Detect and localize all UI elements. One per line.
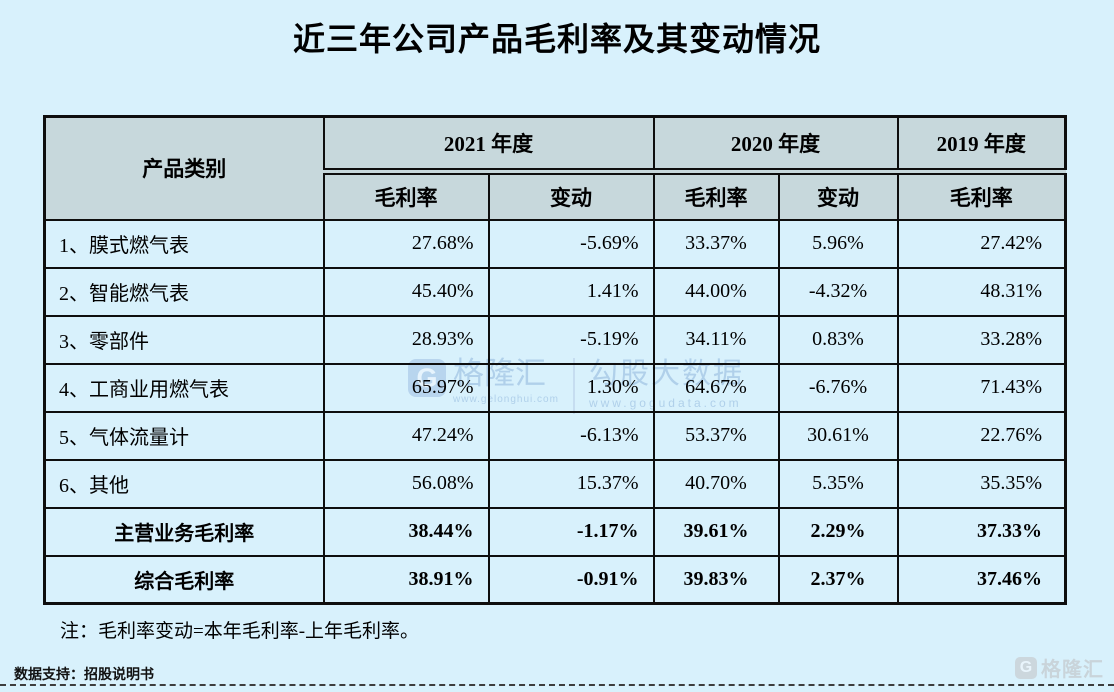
table-row: 2、智能燃气表 45.40% 1.41% 44.00% -4.32% 48.31… <box>43 266 1067 317</box>
cell-2020-margin: 40.70% <box>652 458 780 509</box>
cell-2019-margin: 37.46% <box>896 554 1067 605</box>
product-name-cell: 4、工商业用燃气表 <box>43 362 325 413</box>
gross-margin-table: 产品类别 2021 年度 2020 年度 2019 年度 毛利率 变动 毛利率 … <box>43 115 1067 605</box>
footnote: 注：毛利率变动=本年毛利率-上年毛利率。 <box>60 621 420 642</box>
subheader-2020-change: 变动 <box>777 170 899 221</box>
subheader-2019-margin: 毛利率 <box>896 170 1067 221</box>
cell-2021-change: 1.41% <box>487 266 655 317</box>
cell-2021-change: -1.17% <box>487 506 655 557</box>
data-source-label: 数据支持：招股说明书 <box>14 666 154 682</box>
subheader-2021-change: 变动 <box>487 170 655 221</box>
product-name-cell: 1、膜式燃气表 <box>43 218 325 269</box>
cell-2019-margin: 22.76% <box>896 410 1067 461</box>
year-header-2019: 2019 年度 <box>896 115 1067 175</box>
footer-brand-text: 格隆汇 <box>1041 659 1104 681</box>
cell-2020-change: -4.32% <box>777 266 899 317</box>
cell-2020-change: 2.37% <box>777 554 899 605</box>
cell-2020-change: 5.35% <box>777 458 899 509</box>
cell-2020-change: -6.76% <box>777 362 899 413</box>
gelonghui-footer-logo-icon: G <box>1015 656 1037 679</box>
cell-2020-change: 5.96% <box>777 218 899 269</box>
cell-2020-change: 30.61% <box>777 410 899 461</box>
year-header-2021: 2021 年度 <box>322 115 655 175</box>
cell-2021-margin: 38.91% <box>322 554 490 605</box>
cell-2021-change: -6.13% <box>487 410 655 461</box>
summary-row-main-business: 主营业务毛利率 38.44% -1.17% 39.61% 2.29% 37.33… <box>43 506 1067 557</box>
subheader-2021-margin: 毛利率 <box>322 170 490 221</box>
summary-row-overall: 综合毛利率 38.91% -0.91% 39.83% 2.37% 37.46% <box>43 554 1067 605</box>
summary-label: 综合毛利率 <box>43 554 325 605</box>
cell-2020-margin: 39.83% <box>652 554 780 605</box>
year-header-2020: 2020 年度 <box>652 115 899 175</box>
table-header-year-row: 产品类别 2021 年度 2020 年度 2019 年度 <box>43 115 1067 221</box>
cell-2020-margin: 33.37% <box>652 218 780 269</box>
cell-2019-margin: 71.43% <box>896 362 1067 413</box>
cell-2021-margin: 27.68% <box>322 218 490 269</box>
cell-2021-margin: 65.97% <box>322 362 490 413</box>
cell-2020-margin: 53.37% <box>652 410 780 461</box>
footer-brand: G 格隆汇 <box>1015 653 1104 682</box>
cell-2019-margin: 48.31% <box>896 266 1067 317</box>
cell-2020-change: 0.83% <box>777 314 899 365</box>
cell-2019-margin: 37.33% <box>896 506 1067 557</box>
cell-2021-change: 15.37% <box>487 458 655 509</box>
cell-2021-change: -0.91% <box>487 554 655 605</box>
cell-2021-margin: 28.93% <box>322 314 490 365</box>
summary-label: 主营业务毛利率 <box>43 506 325 557</box>
col-header-product-category: 产品类别 <box>43 115 325 221</box>
product-name-cell: 5、气体流量计 <box>43 410 325 461</box>
cell-2019-margin: 35.35% <box>896 458 1067 509</box>
cell-2020-margin: 64.67% <box>652 362 780 413</box>
cell-2021-margin: 38.44% <box>322 506 490 557</box>
product-name-cell: 2、智能燃气表 <box>43 266 325 317</box>
subheader-2020-margin: 毛利率 <box>652 170 780 221</box>
table-header-sub-row: 毛利率 变动 毛利率 变动 毛利率 <box>45 170 1067 221</box>
cell-2020-change: 2.29% <box>777 506 899 557</box>
cell-2021-change: -5.69% <box>487 218 655 269</box>
cell-2021-margin: 56.08% <box>322 458 490 509</box>
table-row: 5、气体流量计 47.24% -6.13% 53.37% 30.61% 22.7… <box>43 410 1067 461</box>
footer-dashed-line <box>0 684 1114 686</box>
cell-2020-margin: 44.00% <box>652 266 780 317</box>
cell-2021-margin: 47.24% <box>322 410 490 461</box>
cell-2019-margin: 27.42% <box>896 218 1067 269</box>
cell-2021-change: 1.30% <box>487 362 655 413</box>
cell-2020-margin: 34.11% <box>652 314 780 365</box>
table-row: 6、其他 56.08% 15.37% 40.70% 5.35% 35.35% <box>43 458 1067 509</box>
product-name-cell: 3、零部件 <box>43 314 325 365</box>
cell-2021-margin: 45.40% <box>322 266 490 317</box>
table-row: 4、工商业用燃气表 65.97% 1.30% 64.67% -6.76% 71.… <box>43 362 1067 413</box>
product-name-cell: 6、其他 <box>43 458 325 509</box>
cell-2020-margin: 39.61% <box>652 506 780 557</box>
page-title: 近三年公司产品毛利率及其变动情况 <box>292 21 821 57</box>
table-row: 1、膜式燃气表 27.68% -5.69% 33.37% 5.96% 27.42… <box>43 218 1067 269</box>
cell-2021-change: -5.19% <box>487 314 655 365</box>
cell-2019-margin: 33.28% <box>896 314 1067 365</box>
table-row: 3、零部件 28.93% -5.19% 34.11% 0.83% 33.28% <box>43 314 1067 365</box>
